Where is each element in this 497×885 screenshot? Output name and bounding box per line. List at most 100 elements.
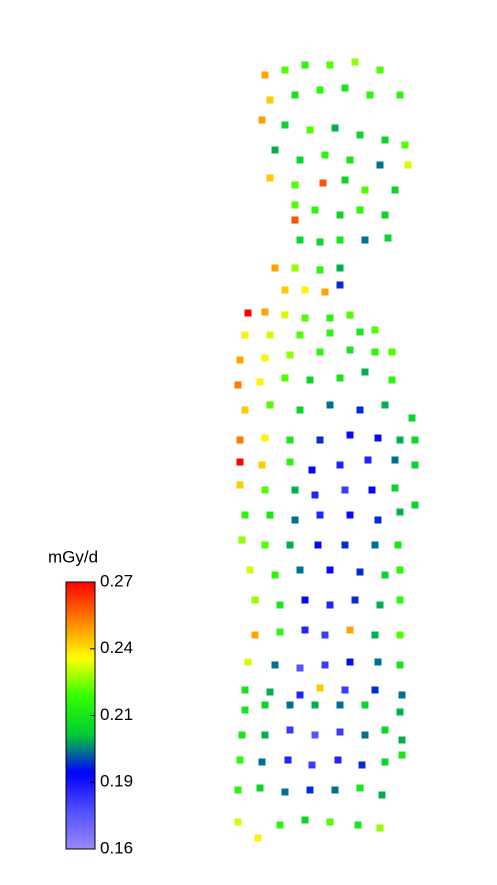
colorbar-tick-label: 0.19 xyxy=(100,772,133,791)
dose-point xyxy=(321,661,329,669)
dose-point xyxy=(281,374,289,382)
dose-point xyxy=(374,434,382,442)
dose-point xyxy=(411,501,419,509)
dose-point xyxy=(281,66,289,74)
dose-point xyxy=(336,374,344,382)
dose-point xyxy=(341,486,349,494)
dose-point xyxy=(336,281,344,289)
dose-point xyxy=(396,596,404,604)
dose-point xyxy=(308,466,316,474)
dose-point xyxy=(238,731,246,739)
dose-point xyxy=(291,264,299,272)
dose-point xyxy=(234,786,242,794)
dose-point xyxy=(261,71,269,79)
dose-point xyxy=(356,206,364,214)
dose-point xyxy=(316,348,324,356)
dose-point xyxy=(271,661,279,669)
dose-point xyxy=(261,701,269,709)
dose-point xyxy=(394,541,402,549)
dose-point xyxy=(384,234,392,242)
dose-point xyxy=(291,201,299,209)
dose-point xyxy=(256,378,264,386)
dose-point xyxy=(311,731,319,739)
dose-point xyxy=(296,664,304,672)
dose-point xyxy=(346,346,354,354)
dose-point xyxy=(336,211,344,219)
dose-point xyxy=(316,266,324,274)
dose-point xyxy=(306,376,314,384)
dose-point xyxy=(346,431,354,439)
dose-point xyxy=(321,631,329,639)
dose-point xyxy=(356,328,364,336)
dose-point xyxy=(266,331,274,339)
dose-point xyxy=(391,186,399,194)
dose-point xyxy=(346,626,354,634)
dose-point xyxy=(411,461,419,469)
dose-point xyxy=(241,406,249,414)
dose-point xyxy=(396,661,404,669)
dose-point xyxy=(356,406,364,414)
colorbar-label: mGy/d xyxy=(48,547,98,566)
dose-point xyxy=(381,401,389,409)
dose-point xyxy=(356,568,364,576)
dose-point xyxy=(251,631,259,639)
dose-point xyxy=(306,786,314,794)
dose-point xyxy=(258,758,266,766)
dose-point xyxy=(319,179,327,187)
dose-point xyxy=(371,348,379,356)
dose-point xyxy=(368,486,376,494)
dose-point xyxy=(336,728,344,736)
colorbar-tick-label: 0.24 xyxy=(100,638,133,657)
dose-point xyxy=(388,348,396,356)
dose-point xyxy=(354,821,362,829)
dose-point xyxy=(301,286,309,294)
dose-point xyxy=(361,368,369,376)
dose-point xyxy=(266,96,274,104)
dose-point xyxy=(311,491,319,499)
dose-point xyxy=(266,688,274,696)
dose-point xyxy=(234,818,242,826)
dose-point xyxy=(366,91,374,99)
dose-point xyxy=(341,176,349,184)
dose-point xyxy=(301,626,309,634)
dose-point xyxy=(291,216,299,224)
dose-point xyxy=(291,91,299,99)
dose-point xyxy=(381,211,389,219)
dose-point xyxy=(396,436,404,444)
dose-point xyxy=(236,481,244,489)
dose-point xyxy=(261,486,269,494)
dose-point xyxy=(351,596,359,604)
dose-point xyxy=(254,834,262,842)
dose-point xyxy=(316,238,324,246)
dose-point xyxy=(281,311,289,319)
dose-point xyxy=(346,658,354,666)
dose-point xyxy=(301,596,309,604)
dose-point xyxy=(271,146,279,154)
dose-point xyxy=(321,151,329,159)
dose-point xyxy=(234,381,242,389)
dose-point xyxy=(361,701,369,709)
dose-point xyxy=(296,236,304,244)
dose-point xyxy=(281,286,289,294)
colorbar-tick-label: 0.21 xyxy=(100,705,133,724)
dose-point xyxy=(301,314,309,322)
dose-point xyxy=(346,311,354,319)
dose-point xyxy=(336,264,344,272)
dose-point xyxy=(361,186,369,194)
dose-point xyxy=(326,566,334,574)
dose-point xyxy=(286,436,294,444)
dose-point xyxy=(326,61,334,69)
dose-point xyxy=(371,326,379,334)
dose-point xyxy=(336,701,344,709)
dose-point xyxy=(244,309,252,317)
dose-point xyxy=(286,351,294,359)
dose-point xyxy=(391,456,399,464)
colorbar-tick-label: 0.16 xyxy=(100,838,133,857)
dose-point xyxy=(398,691,406,699)
dose-point xyxy=(398,751,406,759)
dose-point xyxy=(321,288,329,296)
dose-point xyxy=(261,434,269,442)
dose-point xyxy=(276,628,284,636)
dose-point xyxy=(374,516,382,524)
dose-point xyxy=(356,131,364,139)
